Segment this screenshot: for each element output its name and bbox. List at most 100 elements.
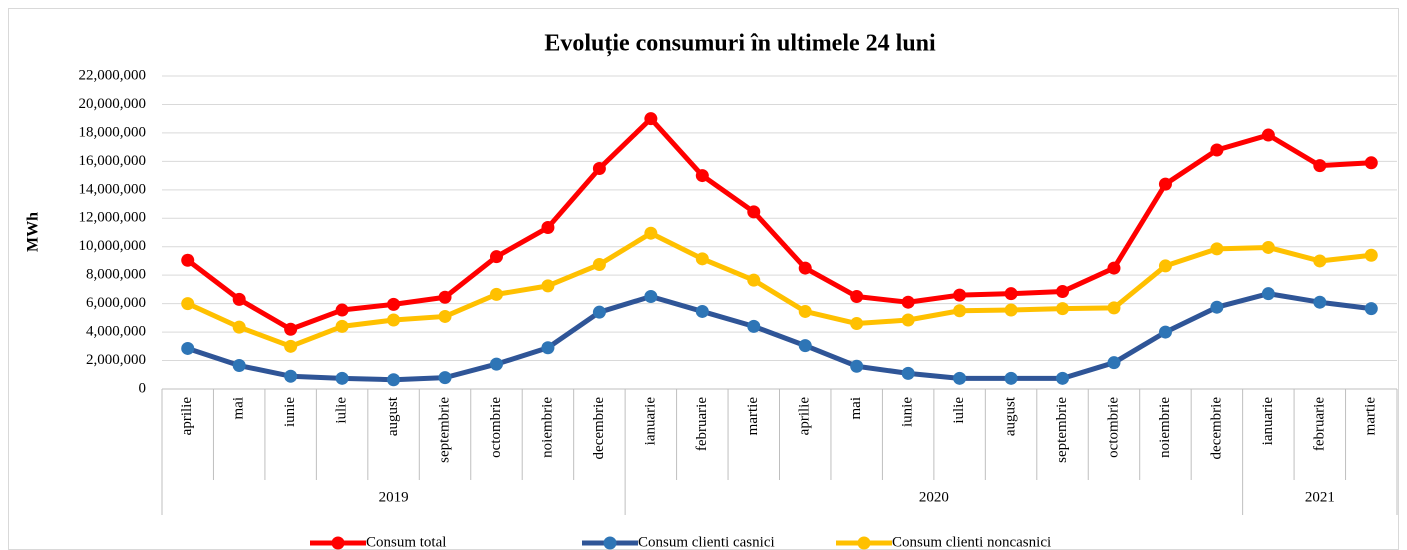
x-tick-label: februarie — [1311, 397, 1327, 451]
series-marker — [850, 359, 864, 373]
legend-marker — [857, 536, 871, 550]
x-tick-label: octombrie — [488, 397, 504, 458]
y-tick-label: 6,000,000 — [86, 295, 146, 311]
series-marker — [901, 295, 915, 309]
legend-marker — [331, 536, 345, 550]
series-line — [186, 230, 1372, 349]
series-marker — [181, 297, 195, 311]
series-marker — [850, 317, 864, 331]
series-marker — [232, 320, 246, 334]
series-marker — [438, 309, 452, 323]
series-marker — [1313, 295, 1327, 309]
series-marker — [901, 313, 915, 327]
series-marker — [592, 305, 606, 319]
y-tick-label: 22,000,000 — [79, 67, 147, 83]
x-tick-label: mai — [848, 397, 864, 420]
series-marker — [232, 292, 246, 306]
y-tick-label: 18,000,000 — [79, 124, 147, 140]
y-axis-title: MWh — [25, 212, 42, 252]
y-tick-label: 14,000,000 — [79, 181, 147, 197]
series-marker — [335, 371, 349, 385]
series-marker — [1004, 303, 1018, 317]
series-marker — [1056, 371, 1070, 385]
series-marker — [953, 288, 967, 302]
series-marker — [284, 369, 298, 383]
series-marker — [644, 226, 658, 240]
series-marker — [1107, 301, 1121, 315]
series-marker — [541, 279, 555, 293]
series-line — [186, 291, 1372, 383]
series-marker — [1107, 261, 1121, 275]
legend-marker — [603, 536, 617, 550]
legend-label: Consum clienti casnici — [638, 534, 775, 550]
x-tick-label: iunie — [900, 397, 916, 427]
series-marker — [695, 252, 709, 266]
series-marker — [747, 319, 761, 333]
x-tick-label: decembrie — [1208, 397, 1224, 460]
series-marker — [644, 290, 658, 304]
series-marker — [695, 304, 709, 318]
series-marker — [1313, 159, 1327, 173]
x-tick-label: octombrie — [1105, 397, 1121, 458]
x-tick-label: aprilie — [797, 397, 813, 436]
x-tick-label: iulie — [951, 397, 967, 424]
series-marker — [644, 112, 658, 126]
y-tick-label: 10,000,000 — [79, 238, 147, 254]
series-marker — [1261, 287, 1275, 301]
legend-label: Consum clienti noncasnici — [892, 534, 1051, 550]
series-marker — [284, 322, 298, 336]
series-marker — [1210, 143, 1224, 157]
y-tick-label: 20,000,000 — [79, 96, 147, 112]
series-marker — [1210, 242, 1224, 256]
chart-border — [8, 8, 1399, 550]
x-group-label: 2021 — [1305, 489, 1335, 505]
series-marker — [1158, 177, 1172, 191]
series-marker — [1313, 254, 1327, 268]
series-marker — [1158, 259, 1172, 273]
series-marker — [1210, 300, 1224, 314]
series-marker — [387, 297, 401, 311]
x-tick-label: aprilie — [179, 397, 195, 436]
series-marker — [541, 341, 555, 355]
series-marker — [1364, 302, 1378, 316]
x-tick-label: martie — [745, 397, 761, 436]
x-tick-label: mai — [231, 397, 247, 420]
y-tick-label: 2,000,000 — [86, 352, 146, 368]
x-tick-label: august — [385, 396, 401, 436]
y-tick-label: 12,000,000 — [79, 210, 147, 226]
series-marker — [901, 366, 915, 380]
series-marker — [953, 371, 967, 385]
x-tick-label: februarie — [694, 397, 710, 451]
series-marker — [541, 221, 555, 235]
y-tick-label: 8,000,000 — [86, 267, 146, 283]
x-tick-label: noiembrie — [539, 397, 555, 458]
x-tick-label: iunie — [282, 397, 298, 427]
x-tick-label: noiembrie — [1157, 397, 1173, 458]
x-tick-label: iulie — [334, 397, 350, 424]
y-tick-label: 4,000,000 — [86, 324, 146, 340]
series-marker — [438, 371, 452, 385]
y-tick-label: 16,000,000 — [79, 153, 147, 169]
x-tick-label: martie — [1363, 397, 1379, 436]
x-tick-label: decembrie — [591, 397, 607, 460]
series-marker — [181, 341, 195, 355]
series-marker — [1004, 371, 1018, 385]
x-group-label: 2019 — [379, 489, 409, 505]
series-marker — [850, 290, 864, 304]
series-marker — [387, 313, 401, 327]
y-tick-label: 0 — [139, 380, 147, 396]
series-marker — [387, 373, 401, 387]
series-marker — [335, 303, 349, 317]
x-tick-label: ianuarie — [642, 397, 658, 446]
series-marker — [695, 169, 709, 183]
series-marker — [592, 258, 606, 272]
series-marker — [489, 250, 503, 264]
series-marker — [1364, 248, 1378, 262]
series-marker — [1056, 302, 1070, 316]
series-marker — [1364, 156, 1378, 170]
series-marker — [284, 339, 298, 353]
x-tick-label: septembrie — [436, 397, 452, 463]
series-marker — [798, 304, 812, 318]
